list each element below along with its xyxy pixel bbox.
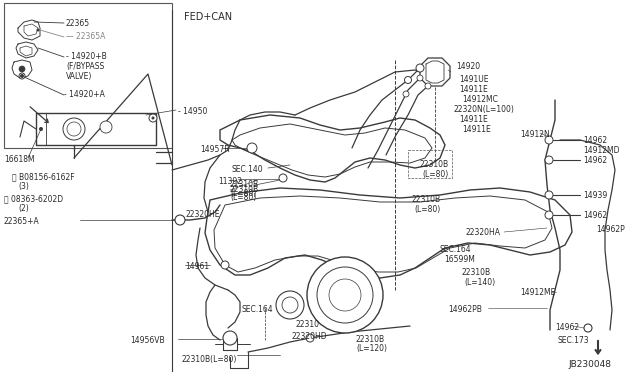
Text: 14962: 14962 — [583, 211, 607, 220]
Text: 14961: 14961 — [185, 262, 209, 271]
Text: 22310B: 22310B — [412, 195, 441, 204]
Circle shape — [36, 29, 40, 32]
Text: 22365: 22365 — [66, 19, 90, 28]
Circle shape — [329, 279, 361, 311]
Circle shape — [100, 121, 112, 133]
Bar — [4, 3, 172, 148]
Text: (2): (2) — [18, 204, 29, 213]
Circle shape — [306, 334, 314, 342]
Text: 14911E: 14911E — [459, 115, 488, 124]
Circle shape — [221, 261, 229, 269]
Text: 14911E: 14911E — [459, 85, 488, 94]
Text: 22320HD: 22320HD — [292, 332, 328, 341]
Text: 22310B(L=80): 22310B(L=80) — [182, 355, 237, 364]
Text: — 22365A: — 22365A — [66, 32, 106, 41]
Text: 16599M: 16599M — [444, 255, 475, 264]
Circle shape — [545, 191, 553, 199]
Circle shape — [425, 83, 431, 89]
Circle shape — [149, 114, 157, 122]
Circle shape — [175, 215, 185, 225]
Circle shape — [317, 267, 373, 323]
Text: Ⓢ 08363-6202D: Ⓢ 08363-6202D — [4, 194, 63, 203]
Text: SEC.164: SEC.164 — [440, 245, 472, 254]
Text: 14957R: 14957R — [200, 145, 230, 154]
Text: 14912MD: 14912MD — [583, 146, 620, 155]
Text: 14962P: 14962P — [596, 225, 625, 234]
Circle shape — [19, 66, 25, 72]
Circle shape — [276, 291, 304, 319]
Circle shape — [20, 74, 24, 78]
Text: - 14950: - 14950 — [178, 107, 207, 116]
Circle shape — [279, 174, 287, 182]
Text: 16618M: 16618M — [4, 155, 35, 164]
Circle shape — [247, 143, 257, 153]
Bar — [408, 150, 452, 178]
Circle shape — [417, 75, 423, 81]
Text: - 14920+B: - 14920+B — [66, 52, 107, 61]
Text: 14912ME: 14912ME — [520, 288, 556, 297]
Circle shape — [584, 324, 592, 332]
Text: (L=80): (L=80) — [230, 193, 256, 202]
Text: 22320HE: 22320HE — [185, 210, 220, 219]
Text: 14962PB: 14962PB — [448, 305, 482, 314]
Text: 22310B: 22310B — [356, 335, 385, 344]
Text: - 14920+A: - 14920+A — [64, 90, 105, 99]
Text: Ⓑ B08156-6162F: Ⓑ B08156-6162F — [12, 172, 75, 181]
Text: 1491UE: 1491UE — [459, 75, 488, 84]
Text: 22310B: 22310B — [420, 160, 449, 169]
Text: (L=80): (L=80) — [230, 189, 256, 198]
Text: 14962: 14962 — [583, 136, 607, 145]
Text: 14962: 14962 — [583, 156, 607, 165]
Text: 22365+A: 22365+A — [4, 217, 40, 226]
Circle shape — [63, 118, 85, 140]
Text: 14920: 14920 — [456, 62, 480, 71]
Text: SEC.164: SEC.164 — [242, 305, 274, 314]
Text: (F/BYPASS: (F/BYPASS — [66, 62, 104, 71]
Circle shape — [39, 127, 43, 131]
Circle shape — [545, 136, 553, 144]
Text: 14912MC: 14912MC — [462, 95, 498, 104]
Text: 11392: 11392 — [218, 177, 242, 186]
Text: JB230048: JB230048 — [568, 360, 611, 369]
Text: 14912N: 14912N — [520, 130, 550, 139]
Circle shape — [545, 211, 553, 219]
Circle shape — [545, 156, 553, 164]
Text: VALVE): VALVE) — [66, 72, 92, 81]
Text: SEC.140: SEC.140 — [232, 165, 264, 174]
Text: 14939: 14939 — [583, 191, 607, 200]
Text: 14911E: 14911E — [462, 125, 491, 134]
Text: 22310B: 22310B — [230, 185, 259, 194]
Circle shape — [416, 64, 424, 72]
Text: (L=80): (L=80) — [414, 205, 440, 214]
Text: (L=80): (L=80) — [422, 170, 448, 179]
Circle shape — [152, 116, 154, 119]
Text: 14962: 14962 — [555, 323, 579, 332]
Text: FED+CAN: FED+CAN — [184, 12, 232, 22]
Text: 22320HA: 22320HA — [466, 228, 501, 237]
Circle shape — [404, 77, 412, 83]
Text: 22320N(L=100): 22320N(L=100) — [454, 105, 515, 114]
Text: (L=120): (L=120) — [356, 344, 387, 353]
Circle shape — [307, 257, 383, 333]
Circle shape — [19, 73, 25, 79]
Text: (L=140): (L=140) — [464, 278, 495, 287]
Circle shape — [223, 331, 237, 345]
Text: (3): (3) — [18, 182, 29, 191]
Text: 14956VB: 14956VB — [130, 336, 164, 345]
Circle shape — [403, 91, 409, 97]
Text: SEC.173: SEC.173 — [558, 336, 589, 345]
Text: 22310: 22310 — [295, 320, 319, 329]
Circle shape — [282, 297, 298, 313]
Circle shape — [67, 122, 81, 136]
Text: 22310B: 22310B — [230, 180, 259, 189]
Text: 22310B: 22310B — [462, 268, 491, 277]
